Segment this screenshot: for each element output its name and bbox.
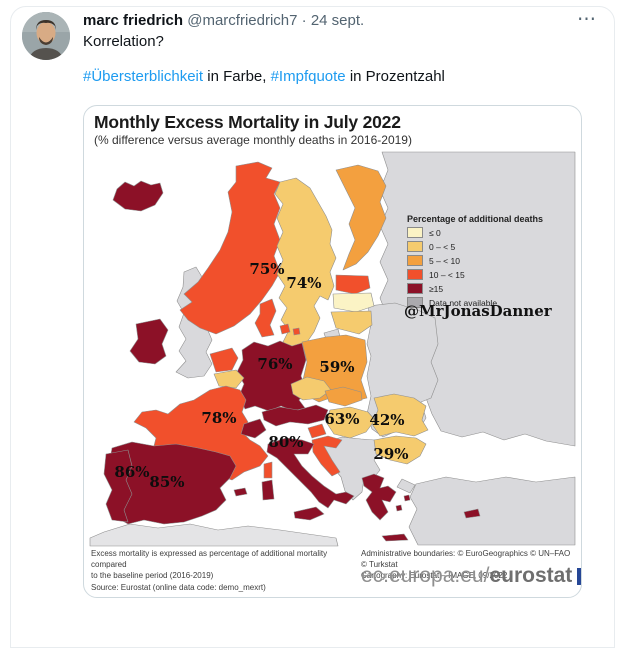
footnote-right-line1: Administrative boundaries: © EuroGeograp… <box>361 549 571 570</box>
country-greece-island-2 <box>403 494 411 502</box>
legend-label-0-5: 0 – < 5 <box>429 241 456 252</box>
country-norway <box>179 161 281 335</box>
label-portugal-pct: 86% <box>114 463 149 481</box>
tweet-image-card[interactable]: Monthly Excess Mortality in July 2022 (%… <box>83 105 582 598</box>
legend-title: Percentage of additional deaths <box>407 214 544 224</box>
hashtag-uebersterblichkeit[interactable]: #Übersterblichkeit <box>83 68 204 85</box>
country-austria <box>261 404 329 427</box>
label-hungary-pct: 63% <box>324 410 359 428</box>
more-menu-icon[interactable]: ⋯ <box>577 9 597 30</box>
legend-label-le0: ≤ 0 <box>429 227 441 238</box>
country-turkey <box>408 476 576 546</box>
footnote-left: Excess mortality is expressed as percent… <box>91 548 353 593</box>
country-italy <box>266 437 355 509</box>
meta-separator: · <box>301 12 307 29</box>
map-title: Monthly Excess Mortality in July 2022 <box>94 112 401 132</box>
legend-swatch-na <box>407 297 423 308</box>
label-italy-pct: 80% <box>268 433 303 451</box>
map-subtitle: (% difference versus average monthly dea… <box>94 133 412 147</box>
legend-swatch-5-10 <box>407 255 423 266</box>
country-lithuania <box>330 310 373 335</box>
country-ireland <box>129 318 169 365</box>
tweet-date[interactable]: 24 sept. <box>310 12 365 29</box>
eu-flag-icon <box>577 567 581 585</box>
legend-swatch-le0 <box>407 227 423 238</box>
legend-swatch-ge15 <box>407 283 423 294</box>
label-germany-pct: 76% <box>257 355 292 373</box>
country-bulgaria <box>373 435 427 465</box>
footnote-left-line2: to the baseline period (2016-2019) <box>91 571 214 581</box>
avatar-portrait <box>22 12 70 60</box>
country-greece <box>361 473 397 521</box>
footnote-right: Administrative boundaries: © EuroGeograp… <box>361 548 577 582</box>
legend-label-5-10: 5 – < 10 <box>429 255 460 266</box>
label-norway-pct: 75% <box>249 260 284 278</box>
legend-item: ≤ 0 <box>407 227 572 238</box>
label-romania-pct: 42% <box>369 411 404 429</box>
map-legend: Percentage of additional deaths ≤ 0 0 – … <box>407 214 572 311</box>
country-switzerland <box>240 418 267 439</box>
plain-text-end: in Prozentzahl <box>345 68 445 85</box>
avatar[interactable] <box>22 12 70 60</box>
country-estonia <box>335 274 371 295</box>
legend-item: 5 – < 10 <box>407 255 572 266</box>
legend-swatch-10-15 <box>407 269 423 280</box>
legend-label-ge15: ≥15 <box>429 283 444 294</box>
country-slovenia <box>307 423 327 439</box>
country-italy-sardinia <box>261 479 275 501</box>
country-portugal <box>103 449 133 523</box>
plain-text-mid: in Farbe, <box>203 68 271 85</box>
author-handle[interactable]: @marcfriedrich7 <box>187 12 298 29</box>
legend-item: 0 – < 5 <box>407 241 572 252</box>
country-greece-crete <box>381 533 409 542</box>
legend-item: Data not available <box>407 297 572 308</box>
eurostat-brand: ec.europa.eu/eurostat <box>361 564 581 588</box>
watermark-handle: @MrJonasDanner <box>404 302 552 320</box>
europe-choropleth-map: 75% 74% 76% 59% 78% 80% 63% 42% 29% 86% … <box>84 148 579 548</box>
country-netherlands <box>209 347 239 373</box>
country-turkey-thrace <box>396 478 416 494</box>
country-germany <box>236 340 308 412</box>
label-sweden-pct: 74% <box>286 274 321 292</box>
tweet-header: marc friedrich @marcfriedrich7 · 24 sept… <box>83 12 364 29</box>
brand-eurostat: eurostat <box>489 564 573 587</box>
legend-item: 10 – < 15 <box>407 269 572 280</box>
country-spain-balearics <box>233 487 248 497</box>
footnote-left-line1: Excess mortality is expressed as percent… <box>91 549 328 570</box>
country-greece-island-1 <box>395 504 403 512</box>
legend-label-10-15: 10 – < 15 <box>429 269 465 280</box>
country-czechia <box>290 376 332 401</box>
legend-label-na: Data not available <box>429 297 498 308</box>
country-cyprus <box>463 508 481 519</box>
label-bulgaria-pct: 29% <box>373 445 408 463</box>
footnote-right-line2: Cartography: Eurostat – IMAGE, 09/2022 <box>361 571 508 581</box>
country-latvia <box>332 292 375 313</box>
brand-url-prefix: ec.europa.eu/ <box>361 564 490 587</box>
country-finland <box>335 164 387 271</box>
country-italy-sicily <box>293 506 325 521</box>
tweet-text-line1: Korrelation? <box>83 33 164 50</box>
hashtag-impfquote[interactable]: #Impfquote <box>270 68 346 85</box>
label-poland-pct: 59% <box>319 358 354 376</box>
country-denmark-island-2 <box>292 327 301 336</box>
country-denmark <box>254 298 277 338</box>
country-belgium <box>213 369 245 389</box>
footnote-left-line3: Source: Eurostat (online data code: demo… <box>91 582 266 592</box>
country-north-africa <box>89 523 339 547</box>
country-denmark-island-1 <box>279 323 291 335</box>
country-croatia <box>311 435 343 477</box>
legend-item: ≥15 <box>407 283 572 294</box>
label-france-pct: 78% <box>201 409 236 427</box>
legend-swatch-0-5 <box>407 241 423 252</box>
country-hungary <box>325 406 376 439</box>
tweet-text-line2: #Übersterblichkeit in Farbe, #Impfquote … <box>83 68 445 85</box>
country-iceland <box>112 180 164 212</box>
country-romania <box>371 393 429 437</box>
author-name[interactable]: marc friedrich <box>83 12 184 29</box>
country-france-corsica <box>263 461 273 479</box>
country-slovakia <box>324 386 363 407</box>
label-spain-pct: 85% <box>149 473 184 491</box>
